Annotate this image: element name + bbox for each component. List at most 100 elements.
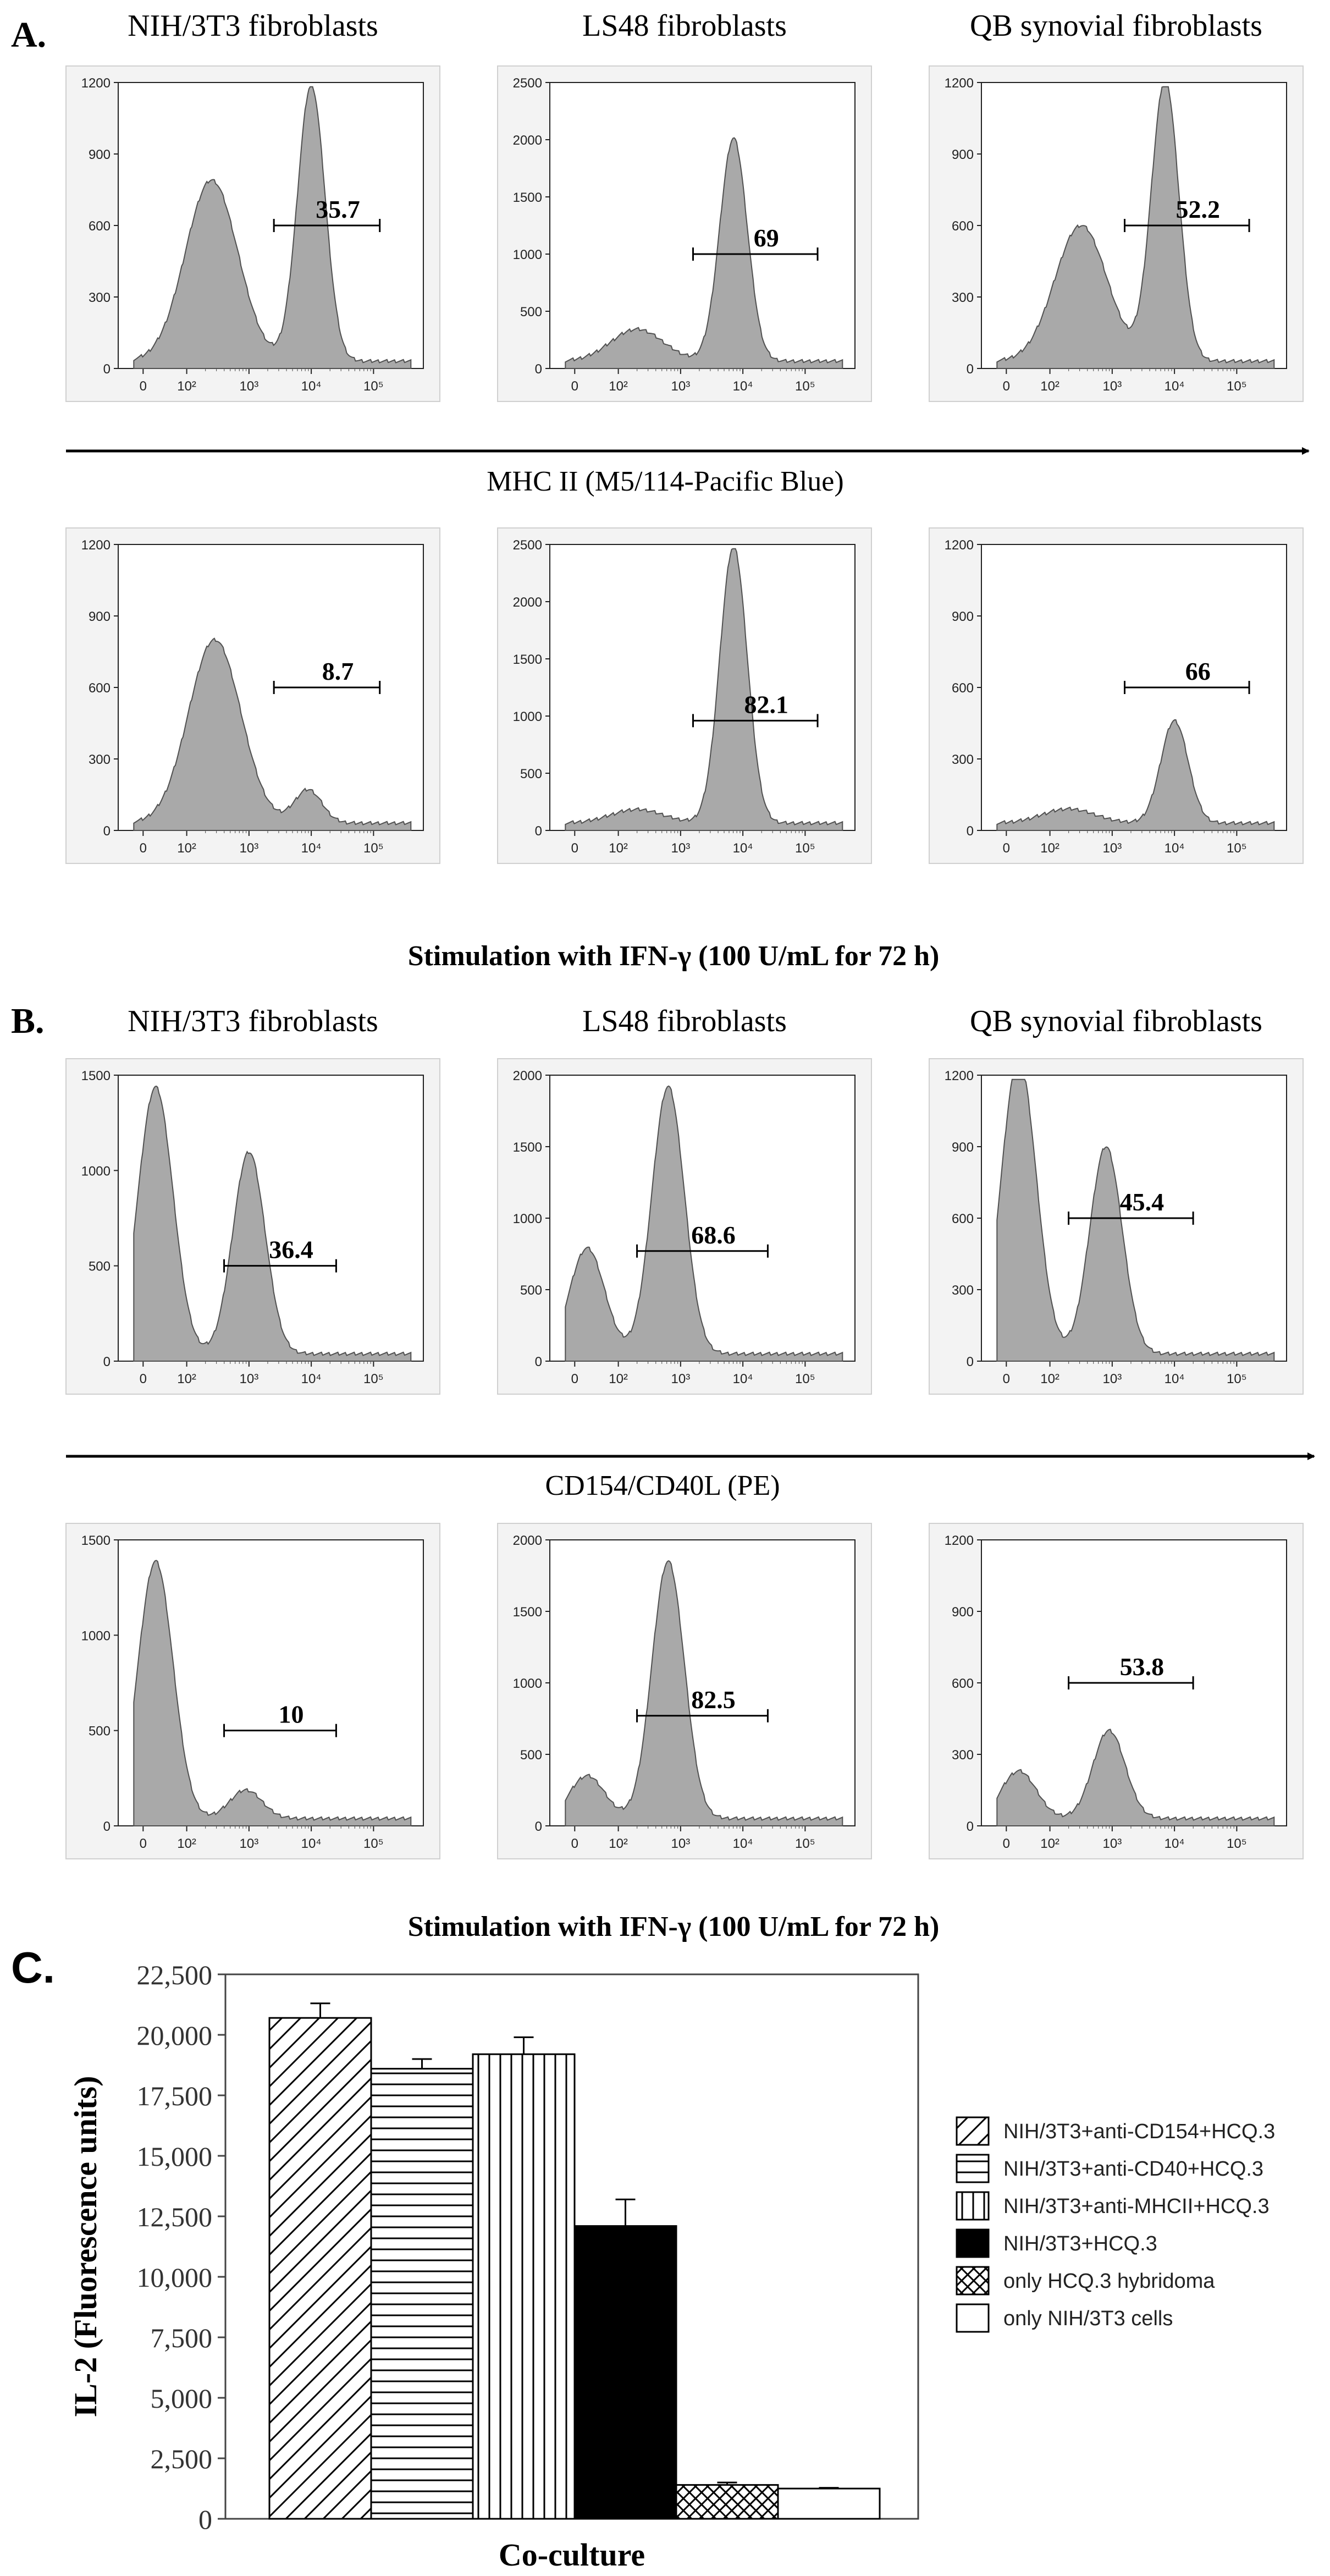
- gate-percentage-label: 36.4: [269, 1236, 313, 1264]
- y-tick-label: 1200: [81, 76, 111, 91]
- y-tick-label: 1000: [513, 247, 542, 262]
- y-tick-label: 900: [952, 1605, 974, 1620]
- histogram-B2: 0 500 1000 1500 2000 0 10² 10³ 10⁴ 10⁵ 68.6: [497, 1058, 872, 1395]
- x-tick-label: 10²: [1040, 379, 1059, 394]
- y-tick-label: 2500: [513, 76, 542, 91]
- y-tick-label: 1500: [513, 1140, 542, 1155]
- x-tick-label: 10⁵: [795, 841, 815, 856]
- x-tick-label: 10²: [177, 1836, 196, 1851]
- histogram-curve: [565, 1085, 843, 1362]
- bar-y-tick-label: 20,000: [137, 2020, 213, 2051]
- y-tick-label: 900: [952, 609, 974, 624]
- bar-y-tick-label: 0: [198, 2504, 212, 2535]
- bar-rect: [472, 2053, 576, 2520]
- histogram-curve: [133, 637, 412, 831]
- y-tick-label: 0: [967, 1355, 974, 1369]
- gate-percentage-label: 45.4: [1120, 1188, 1165, 1216]
- gate-percentage-label: 8.7: [322, 657, 354, 685]
- x-tick-label: 10³: [1103, 1372, 1122, 1386]
- x-tick-label: 10²: [177, 379, 196, 394]
- x-tick-label: 0: [571, 379, 578, 394]
- x-tick-label: 10⁵: [1227, 379, 1247, 394]
- x-tick-label: 0: [140, 841, 147, 856]
- y-tick-label: 1000: [81, 1628, 111, 1643]
- y-tick-label: 0: [103, 362, 111, 377]
- y-tick-label: 0: [103, 1355, 111, 1369]
- legend-label: only HCQ.3 hybridoma: [1003, 2270, 1215, 2293]
- plot-area: [549, 82, 856, 369]
- x-tick-label: 10³: [1103, 841, 1122, 856]
- bar-5: [675, 2481, 779, 2520]
- histogram-A2: 0 500 1000 1500 2000 2500 0 10² 10³ 10⁴ 10⁵ 69: [497, 65, 872, 402]
- y-tick-label: 900: [89, 609, 111, 624]
- y-tick-label: 2000: [513, 1069, 542, 1083]
- y-tick-label: 1500: [81, 1069, 111, 1083]
- x-tick-label: 0: [1003, 379, 1010, 394]
- bar-rect: [370, 2068, 474, 2520]
- y-tick-label: 600: [952, 1212, 974, 1226]
- legend-swatch: [956, 2266, 990, 2296]
- x-tick-label: 10⁴: [1165, 1836, 1185, 1851]
- y-tick-label: 300: [952, 290, 974, 305]
- x-tick-label: 10⁴: [1165, 379, 1185, 394]
- y-tick-label: 0: [967, 824, 974, 839]
- x-tick-label: 10³: [240, 841, 259, 856]
- x-tick-label: 10³: [671, 841, 691, 856]
- y-tick-label: 500: [520, 1283, 542, 1298]
- x-tick-label: 10³: [240, 1836, 259, 1851]
- legend-label: NIH/3T3+anti-CD40+HCQ.3: [1003, 2157, 1263, 2181]
- histogram-curve: [133, 86, 412, 369]
- x-tick-label: 10³: [240, 379, 259, 394]
- x-tick-label: 10⁵: [795, 379, 815, 394]
- x-tick-label: 10²: [1040, 1372, 1059, 1386]
- x-tick-label: 0: [1003, 1836, 1010, 1851]
- y-tick-label: 0: [535, 1819, 542, 1834]
- histogram-curve: [996, 86, 1275, 369]
- histogram-B5: 0 500 1000 1500 2000 0 10² 10³ 10⁴ 10⁵ 82.5: [497, 1523, 872, 1859]
- x-tick-label: 10³: [671, 379, 691, 394]
- y-tick-label: 1200: [81, 538, 111, 553]
- y-tick-label: 0: [967, 362, 974, 377]
- histogram-title: LS48 fibroblasts: [582, 1004, 787, 1038]
- x-tick-label: 10³: [240, 1372, 259, 1386]
- histogram-B4: 0 500 1000 1500 0 10² 10³ 10⁴ 10⁵ 10: [65, 1523, 440, 1859]
- histogram-title: NIH/3T3 fibroblasts: [128, 1004, 378, 1038]
- histogram-B1: 0 500 1000 1500 0 10² 10³ 10⁴ 10⁵ 36.4: [65, 1058, 440, 1395]
- legend-label: NIH/3T3+anti-CD154+HCQ.3: [1003, 2120, 1275, 2143]
- x-tick-label: 10⁵: [1227, 1372, 1247, 1386]
- y-tick-label: 0: [103, 824, 111, 839]
- x-tick-label: 10²: [609, 1372, 628, 1386]
- bar-4: [573, 2198, 677, 2520]
- y-tick-label: 900: [952, 147, 974, 162]
- bar-y-tick-label: 7,500: [151, 2322, 213, 2353]
- bar-rect: [268, 2017, 372, 2520]
- y-tick-label: 1000: [513, 1676, 542, 1691]
- y-tick-label: 2500: [513, 538, 542, 553]
- bar-y-tick-label: 12,500: [137, 2201, 213, 2232]
- y-tick-label: 1200: [945, 1069, 974, 1083]
- x-tick-label: 0: [571, 1372, 578, 1386]
- legend-label: NIH/3T3+HCQ.3: [1003, 2232, 1157, 2255]
- x-tick-label: 10³: [1103, 1836, 1122, 1851]
- histogram-title: NIH/3T3 fibroblasts: [128, 9, 378, 43]
- y-tick-label: 1000: [81, 1164, 111, 1179]
- y-tick-label: 300: [952, 1748, 974, 1763]
- y-tick-label: 0: [535, 1355, 542, 1369]
- gate-percentage-label: 82.1: [744, 690, 789, 718]
- histogram-curve: [996, 1729, 1275, 1826]
- cd154-axis-label: CD154/CD40L (PE): [545, 1470, 780, 1501]
- mhcii-axis-label: MHC II (M5/114-Pacific Blue): [487, 466, 843, 497]
- y-tick-label: 1500: [513, 190, 542, 205]
- histogram-curve: [996, 719, 1275, 831]
- x-tick-label: 10⁵: [363, 1836, 384, 1851]
- y-tick-label: 300: [89, 752, 111, 767]
- y-tick-label: 600: [952, 1676, 974, 1691]
- histogram-A6: 0 300 600 900 1200 0 10² 10³ 10⁴ 10⁵ 66: [929, 527, 1304, 864]
- legend-swatch: [956, 2116, 990, 2146]
- x-tick-label: 10⁵: [363, 1372, 384, 1386]
- y-tick-label: 1500: [81, 1533, 111, 1548]
- y-tick-label: 2000: [513, 133, 542, 148]
- y-tick-label: 300: [89, 290, 111, 305]
- panel-label-a: A.: [11, 15, 46, 55]
